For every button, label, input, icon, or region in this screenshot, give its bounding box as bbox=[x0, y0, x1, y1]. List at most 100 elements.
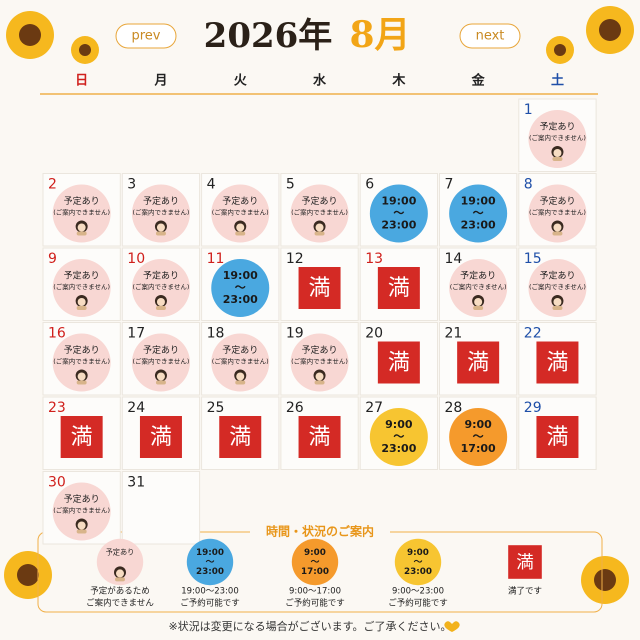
day-number: 5 bbox=[286, 177, 295, 193]
day-number: 23 bbox=[48, 400, 66, 416]
day-number: 31 bbox=[127, 475, 145, 491]
busy-subtext: (ご案内できません) bbox=[133, 208, 190, 217]
day-number: 21 bbox=[445, 326, 463, 342]
time-circle bbox=[394, 538, 442, 586]
busy-subtext: (ご案内できません) bbox=[291, 208, 348, 217]
day-number: 28 bbox=[445, 400, 463, 416]
day-number: 2 bbox=[48, 177, 57, 193]
day-number: 24 bbox=[127, 400, 145, 416]
time-text: 19:00 bbox=[461, 195, 496, 208]
prev-label: prev bbox=[131, 29, 160, 44]
heart bbox=[444, 621, 460, 632]
busy-text: 予定あり bbox=[106, 547, 135, 556]
busy-circle bbox=[528, 110, 587, 168]
busy-subtext: (ご案内できません) bbox=[53, 357, 110, 366]
figure-face bbox=[553, 298, 562, 306]
figure-body bbox=[76, 529, 87, 534]
full-badge bbox=[536, 341, 579, 384]
day-number: 19 bbox=[286, 326, 304, 342]
figure-face bbox=[77, 521, 86, 530]
figure-body bbox=[76, 380, 87, 385]
day-number: 16 bbox=[48, 326, 66, 342]
full-text: 満 bbox=[309, 425, 331, 450]
busy-text: 予定あり bbox=[302, 344, 338, 356]
day-number: 10 bbox=[127, 251, 145, 267]
time-text: 23:00 bbox=[381, 219, 416, 232]
year: 2026年 bbox=[204, 16, 333, 56]
legend-caption: ご予約可能です bbox=[388, 598, 448, 609]
figure-body bbox=[155, 231, 166, 236]
busy-subtext: (ご案内できません) bbox=[133, 357, 190, 366]
busy-text: 予定あり bbox=[539, 121, 575, 133]
full-badge bbox=[139, 416, 182, 458]
day-cell bbox=[121, 396, 201, 470]
figure-face bbox=[553, 149, 562, 157]
weekday: 木 bbox=[391, 73, 406, 89]
day-number: 20 bbox=[365, 326, 383, 342]
time-text: 9:00 bbox=[407, 548, 429, 558]
busy-circle bbox=[528, 184, 587, 243]
full-badge bbox=[377, 267, 420, 309]
full-badge bbox=[457, 341, 500, 384]
busy-text: 予定あり bbox=[64, 493, 100, 505]
busy-circle bbox=[52, 259, 111, 317]
legend-caption: ご予約可能です bbox=[285, 598, 345, 609]
time-text: 23:00 bbox=[381, 442, 416, 455]
weekday: 火 bbox=[234, 74, 248, 89]
busy-text: 予定あり bbox=[539, 195, 575, 207]
figure-body bbox=[314, 231, 325, 236]
busy-circle bbox=[52, 184, 111, 243]
busy-circle bbox=[211, 333, 270, 392]
prev-button[interactable] bbox=[115, 23, 177, 49]
day-number: 9 bbox=[48, 251, 57, 267]
figure-body bbox=[314, 380, 325, 385]
day-number: 1 bbox=[524, 102, 533, 118]
day-number: 11 bbox=[207, 251, 225, 267]
weekday: 月 bbox=[153, 74, 167, 89]
busy-text: 予定あり bbox=[64, 344, 100, 356]
busy-circle bbox=[52, 482, 111, 541]
time-circle bbox=[449, 184, 508, 243]
figure-face bbox=[116, 569, 124, 578]
figure-face bbox=[156, 298, 165, 306]
day-number: 17 bbox=[127, 326, 145, 342]
legend-caption: 満了です bbox=[508, 587, 542, 597]
busy-text: 予定あり bbox=[143, 195, 179, 207]
full-text: 満 bbox=[150, 425, 172, 450]
figure-face bbox=[77, 372, 86, 381]
day-cell bbox=[121, 471, 201, 545]
next-button[interactable] bbox=[459, 23, 521, 49]
time-text: 19:00 bbox=[381, 195, 416, 208]
full-text: 満 bbox=[546, 351, 568, 376]
time-text: 9:00 bbox=[464, 418, 492, 431]
time-circle bbox=[291, 538, 339, 586]
figure-body bbox=[155, 380, 166, 385]
busy-subtext: (ご案内できません) bbox=[53, 282, 110, 291]
time-text: 23:00 bbox=[404, 567, 432, 577]
day-number: 15 bbox=[524, 251, 542, 267]
time-text: 9:00 bbox=[385, 418, 413, 431]
busy-circle bbox=[449, 259, 508, 317]
busy-circle bbox=[131, 333, 190, 392]
full-badge bbox=[60, 416, 103, 458]
figure-face bbox=[77, 223, 86, 232]
legend-caption: 予定があるため bbox=[90, 586, 150, 597]
weekday: 金 bbox=[471, 73, 486, 89]
figure-body bbox=[552, 231, 563, 236]
day-number: 14 bbox=[445, 251, 463, 267]
month: 8月 bbox=[349, 14, 410, 56]
busy-text: 予定あり bbox=[539, 270, 575, 282]
legend-caption: ご予約可能です bbox=[180, 598, 240, 609]
day-number: 25 bbox=[207, 400, 225, 416]
busy-subtext: (ご案内できません) bbox=[529, 282, 586, 291]
figure-face bbox=[315, 223, 324, 232]
figure-face bbox=[156, 372, 165, 381]
day-number: 6 bbox=[365, 177, 374, 193]
full-badge bbox=[536, 416, 579, 458]
time-text: 23:00 bbox=[196, 567, 224, 577]
time-text: 9:00 bbox=[304, 548, 326, 558]
figure-face bbox=[553, 223, 562, 232]
footer-note: ※状況は変更になる場合がございます。ご了承ください。 bbox=[168, 619, 451, 633]
full-text: 満 bbox=[467, 351, 489, 376]
